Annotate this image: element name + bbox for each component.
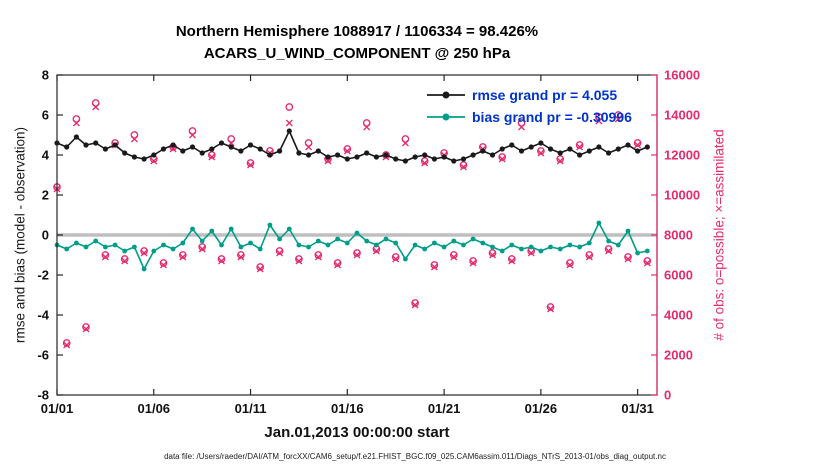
legend-rmse: rmse grand pr = 4.055: [427, 87, 617, 103]
svg-text:01/21: 01/21: [428, 401, 461, 416]
svg-text:0: 0: [42, 228, 49, 243]
rmse-series: [54, 128, 650, 164]
svg-text:10000: 10000: [664, 188, 700, 203]
svg-text:01/11: 01/11: [235, 401, 267, 416]
svg-text:-4: -4: [37, 308, 49, 323]
svg-text:8: 8: [42, 68, 49, 83]
svg-text:bias grand pr = -0.30996: bias grand pr = -0.30996: [472, 109, 632, 125]
data-file-caption: data file: /Users/raeder/DAI/ATM_forcXX/…: [164, 452, 666, 461]
chart-title-line1: Northern Hemisphere 1088917 / 1106334 = …: [175, 23, 539, 40]
svg-text:14000: 14000: [664, 108, 700, 123]
bias-series: [54, 220, 650, 272]
svg-text:rmse grand pr = 4.055: rmse grand pr = 4.055: [472, 87, 617, 103]
svg-text:2: 2: [42, 188, 49, 203]
svg-text:01/01: 01/01: [41, 401, 74, 416]
x-axis: 01/01 01/06 01/11 01/16 01/21 01/26 01/31: [41, 75, 654, 416]
svg-text:01/06: 01/06: [138, 401, 171, 416]
svg-text:2000: 2000: [664, 348, 693, 363]
svg-text:16000: 16000: [664, 68, 700, 83]
svg-text:8000: 8000: [664, 228, 693, 243]
chart-title-line2: ACARS_U_WIND_COMPONENT @ 250 hPa: [203, 45, 511, 62]
svg-text:12000: 12000: [664, 148, 700, 163]
svg-text:01/16: 01/16: [331, 401, 364, 416]
svg-text:01/31: 01/31: [621, 401, 654, 416]
legend: rmse grand pr = 4.055 bias grand pr = -0.…: [427, 87, 632, 125]
svg-text:01/26: 01/26: [525, 401, 558, 416]
svg-text:6: 6: [42, 108, 49, 123]
legend-bias: bias grand pr = -0.30996: [427, 109, 632, 125]
y-axis-left: -8 -6 -4 -2 0 2 4 6 8: [37, 68, 63, 403]
y-axis-right: 0 2000 4000 6000 8000 10000 12000 14000 16000: [651, 68, 700, 403]
svg-text:4: 4: [42, 148, 50, 163]
svg-text:4000: 4000: [664, 308, 693, 323]
svg-text:-2: -2: [37, 268, 49, 283]
svg-text:6000: 6000: [664, 268, 693, 283]
svg-text:0: 0: [664, 388, 671, 403]
obs-assimilated-scatter: [53, 103, 651, 349]
svg-text:-8: -8: [37, 388, 49, 403]
x-axis-label: Jan.01,2013 00:00:00 start: [264, 424, 450, 441]
obs-possible-scatter: [53, 99, 652, 347]
svg-text:-6: -6: [37, 348, 49, 363]
